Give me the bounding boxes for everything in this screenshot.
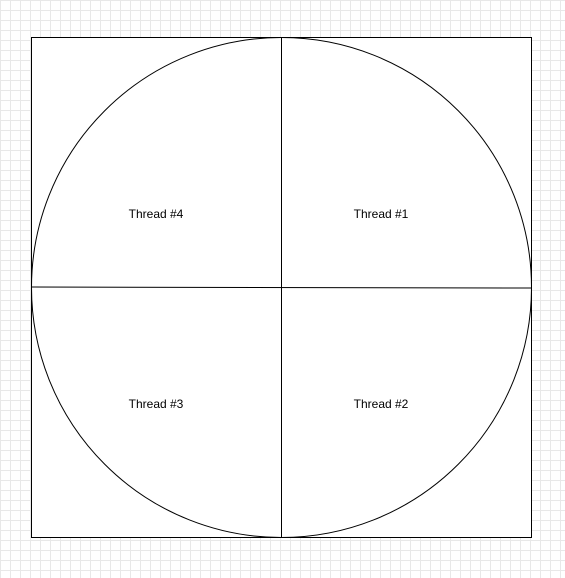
quadrant-label-bottom-right: Thread #2 (354, 397, 409, 411)
horizontal-divider (31, 286, 532, 289)
quadrant-label-top-right: Thread #1 (354, 207, 409, 221)
quadrant-label-top-left: Thread #4 (129, 207, 184, 221)
quadrant-label-bottom-left: Thread #3 (129, 397, 184, 411)
